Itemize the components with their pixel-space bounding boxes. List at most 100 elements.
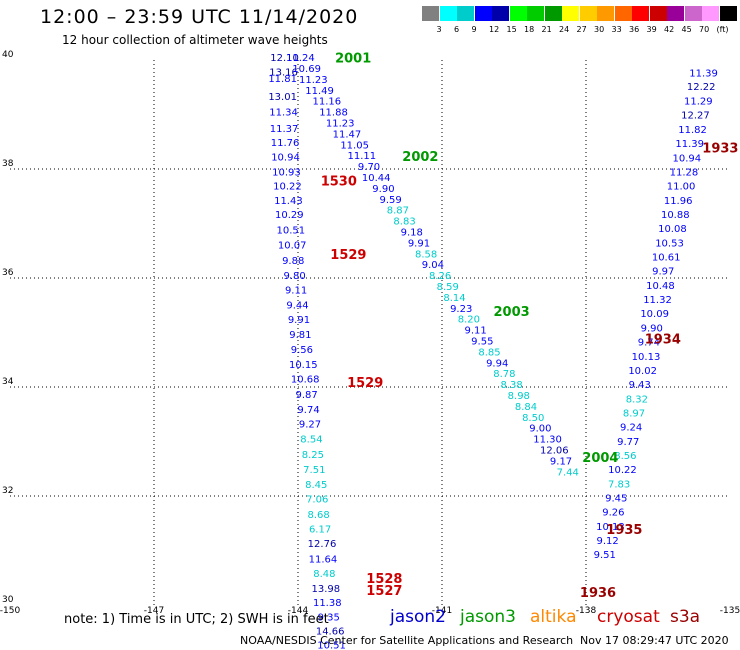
- time-annotation: 1528: [366, 572, 402, 587]
- legend-label: 6: [454, 25, 460, 34]
- swh-value-label: 9.11: [464, 326, 486, 337]
- swh-value-label: 11.37: [270, 124, 299, 135]
- swh-value-label: 9.17: [550, 456, 572, 467]
- legend-label: 70: [699, 25, 710, 34]
- swh-value-label: 8.26: [429, 271, 451, 282]
- swh-value-label: 11.96: [664, 196, 693, 207]
- swh-value-label: 8.20: [458, 315, 480, 326]
- swh-value-label: 11.29: [684, 97, 713, 108]
- swh-value-label: 11.76: [271, 138, 300, 149]
- swh-value-label: 9.56: [291, 345, 313, 356]
- swh-value-label: 10.69: [292, 64, 321, 75]
- legend-label: 24: [559, 25, 570, 34]
- legend-swatch: [562, 6, 579, 21]
- legend-label: 9: [471, 25, 477, 34]
- swh-value-label: 8.58: [415, 249, 437, 260]
- swh-value-label: 12.76: [308, 539, 337, 550]
- swh-value-label: 10.88: [661, 210, 690, 221]
- swh-value-label: 10.61: [652, 253, 681, 264]
- legend-swatch: [649, 6, 667, 21]
- swh-value-label: 9.35: [318, 612, 340, 623]
- x-tick-label: -150: [0, 606, 20, 616]
- swh-value-label: 9.90: [372, 184, 394, 195]
- swh-value-label: 6.17: [309, 525, 331, 536]
- legend-label: 27: [576, 25, 587, 34]
- y-tick-label: 32: [2, 486, 13, 496]
- legend-swatch: [422, 6, 439, 21]
- legend-label: 3: [436, 25, 442, 34]
- time-annotation: 2003: [494, 305, 530, 320]
- swh-value-label: 8.32: [626, 394, 648, 405]
- swh-value-label: 9.18: [401, 227, 423, 238]
- swh-value-label: 11.47: [333, 129, 362, 140]
- swh-value-label: 10.68: [291, 375, 320, 386]
- y-tick-label: 38: [2, 159, 14, 169]
- swh-value-label: 9.90: [641, 323, 663, 334]
- swh-value-label: 8.68: [308, 510, 330, 521]
- swh-value-label: 9.74: [638, 338, 660, 349]
- swh-value-label: 10.08: [658, 224, 687, 235]
- swh-value-label: 10.94: [271, 152, 300, 163]
- swh-value-label: 11.24: [286, 53, 315, 64]
- swh-value-label: 9.80: [284, 271, 306, 282]
- legend-label: 12: [489, 25, 500, 34]
- swh-value-label: 8.87: [387, 206, 409, 217]
- swh-value-label: 13.16: [269, 67, 298, 78]
- swh-value-label: 12.22: [687, 82, 716, 93]
- swh-value-label: 12.27: [681, 110, 710, 121]
- legend-swatch: [719, 6, 737, 21]
- y-tick-label: 30: [2, 595, 14, 605]
- swh-value-label: 8.48: [313, 569, 335, 580]
- swh-value-label: 11.05: [340, 140, 369, 151]
- swh-value-label: 8.83: [393, 217, 415, 228]
- legend-label: 33: [611, 25, 622, 34]
- swh-value-label: 8.25: [302, 450, 324, 461]
- swh-value-label: 11.38: [313, 598, 342, 609]
- swh-value-label: 8.14: [443, 293, 465, 304]
- swh-value-label: 9.26: [602, 508, 624, 519]
- swh-value-label: 8.85: [478, 347, 500, 358]
- time-annotation: 2004: [582, 451, 618, 466]
- time-annotation: 1936: [580, 586, 616, 601]
- x-tick-label: -147: [144, 606, 164, 616]
- swh-value-label: 10.22: [608, 465, 637, 476]
- swh-value-label: 10.48: [646, 281, 675, 292]
- swh-value-label: 11.30: [533, 435, 562, 446]
- y-tick-label: 40: [2, 50, 14, 60]
- swh-value-label: 13.98: [312, 584, 341, 595]
- swh-value-label: 10.22: [273, 182, 302, 193]
- legend-label: 39: [646, 25, 657, 34]
- page-subtitle: 12 hour collection of altimeter wave hei…: [62, 33, 328, 47]
- y-tick-label: 34: [2, 377, 14, 387]
- legend-swatch: [579, 6, 597, 21]
- swh-value-label: 11.23: [299, 75, 328, 86]
- swh-value-label: 10.07: [278, 241, 307, 252]
- swh-value-label: 9.88: [282, 256, 304, 267]
- swh-value-label: 9.00: [529, 424, 551, 435]
- mission-label-jason2: jason2: [390, 607, 446, 627]
- swh-value-label: 8.56: [614, 451, 636, 462]
- swh-value-label: 8.54: [300, 435, 322, 446]
- legend-swatch: [597, 6, 614, 21]
- legend-label: 36: [629, 25, 640, 34]
- legend-swatch: [544, 6, 562, 21]
- swh-value-label: 10.29: [275, 210, 304, 221]
- swh-value-label: 9.81: [289, 330, 311, 341]
- swh-value-label: 10.13: [632, 352, 661, 363]
- swh-value-label: 11.11: [348, 151, 377, 162]
- y-tick-label: 36: [2, 268, 14, 278]
- swh-value-label: 8.84: [515, 402, 537, 413]
- legend-swatch: [614, 6, 632, 21]
- legend-swatch: [474, 6, 492, 21]
- swh-value-label: 10.51: [317, 641, 346, 650]
- swh-value-label: 11.32: [643, 295, 672, 306]
- legend-swatch: [509, 6, 527, 21]
- generation-date: Nov 17 08:29:47 UTC 2020: [580, 634, 729, 647]
- legend-label: 42: [664, 25, 675, 34]
- legend-label: 30: [594, 25, 605, 34]
- swh-value-label: 11.39: [675, 139, 704, 150]
- swh-value-label: 8.50: [522, 413, 544, 424]
- swh-value-label: 11.88: [319, 108, 348, 119]
- swh-value-label: 9.12: [596, 536, 618, 547]
- credit-line: NOAA/NESDIS Center for Satellite Applica…: [240, 634, 574, 647]
